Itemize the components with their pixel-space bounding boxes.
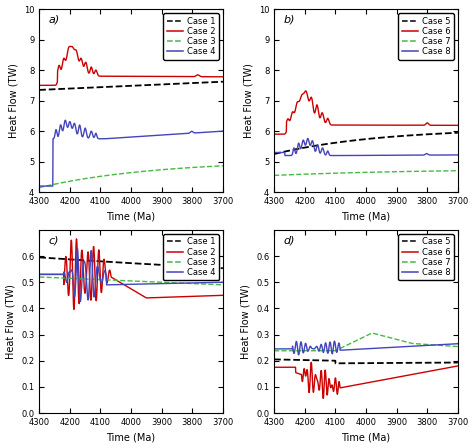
Legend: Case 5, Case 6, Case 7, Case 8: Case 5, Case 6, Case 7, Case 8 (398, 234, 454, 280)
X-axis label: Time (Ma): Time (Ma) (107, 432, 155, 443)
Text: c): c) (48, 235, 59, 246)
Y-axis label: Heat Flow (TW): Heat Flow (TW) (243, 63, 253, 138)
Y-axis label: Heat Flow (TW): Heat Flow (TW) (9, 63, 18, 138)
Legend: Case 5, Case 6, Case 7, Case 8: Case 5, Case 6, Case 7, Case 8 (398, 13, 454, 60)
Y-axis label: Heat Flow (TW): Heat Flow (TW) (240, 284, 250, 359)
Legend: Case 1, Case 2, Case 3, Case 4: Case 1, Case 2, Case 3, Case 4 (164, 234, 219, 280)
Legend: Case 1, Case 2, Case 3, Case 4: Case 1, Case 2, Case 3, Case 4 (164, 13, 219, 60)
Y-axis label: Heat Flow (TW): Heat Flow (TW) (6, 284, 16, 359)
Text: d): d) (283, 235, 295, 246)
X-axis label: Time (Ma): Time (Ma) (341, 432, 391, 443)
X-axis label: Time (Ma): Time (Ma) (107, 211, 155, 222)
Text: a): a) (48, 14, 60, 25)
X-axis label: Time (Ma): Time (Ma) (341, 211, 391, 222)
Text: b): b) (283, 14, 295, 25)
